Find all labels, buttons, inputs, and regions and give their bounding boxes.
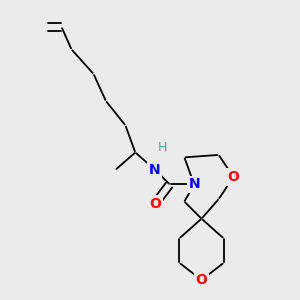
Text: O: O: [196, 273, 208, 287]
Text: O: O: [227, 170, 239, 184]
Text: O: O: [149, 197, 161, 211]
Text: H: H: [158, 141, 167, 154]
Text: N: N: [149, 163, 161, 177]
Text: N: N: [188, 177, 200, 191]
